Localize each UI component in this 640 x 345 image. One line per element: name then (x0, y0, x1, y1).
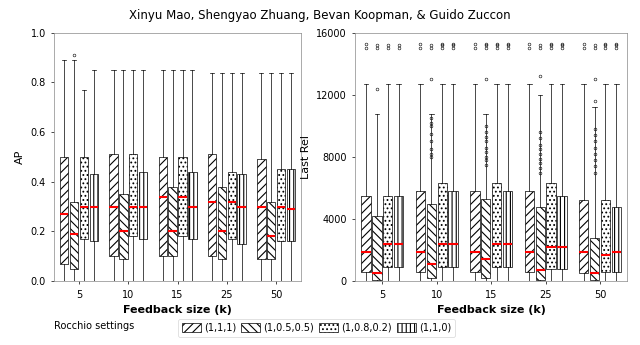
Text: Rocchio settings: Rocchio settings (54, 321, 134, 331)
PathPatch shape (119, 194, 127, 259)
PathPatch shape (159, 157, 167, 256)
PathPatch shape (228, 172, 236, 239)
PathPatch shape (60, 157, 68, 264)
PathPatch shape (601, 200, 610, 272)
PathPatch shape (470, 191, 479, 272)
PathPatch shape (277, 169, 285, 242)
PathPatch shape (536, 207, 545, 279)
PathPatch shape (129, 155, 138, 236)
PathPatch shape (257, 159, 266, 259)
PathPatch shape (481, 199, 490, 278)
PathPatch shape (427, 204, 436, 278)
Y-axis label: Last Rel: Last Rel (301, 135, 310, 179)
PathPatch shape (208, 155, 216, 256)
PathPatch shape (449, 191, 458, 267)
PathPatch shape (394, 196, 403, 267)
PathPatch shape (90, 174, 98, 241)
PathPatch shape (557, 196, 566, 269)
PathPatch shape (168, 187, 177, 256)
PathPatch shape (188, 172, 196, 239)
PathPatch shape (525, 191, 534, 272)
PathPatch shape (612, 207, 621, 272)
PathPatch shape (237, 174, 246, 244)
PathPatch shape (492, 183, 501, 267)
PathPatch shape (579, 200, 588, 273)
Y-axis label: AP: AP (15, 150, 25, 164)
PathPatch shape (547, 183, 556, 269)
PathPatch shape (503, 191, 512, 267)
PathPatch shape (416, 191, 425, 272)
PathPatch shape (179, 157, 187, 236)
Legend: (1,1,1), (1,0.5,0.5), (1,0.8,0.2), (1,1,0): (1,1,1), (1,0.5,0.5), (1,0.8,0.2), (1,1,… (178, 319, 455, 337)
PathPatch shape (70, 202, 78, 269)
PathPatch shape (383, 196, 392, 267)
PathPatch shape (362, 196, 371, 272)
PathPatch shape (287, 169, 295, 242)
PathPatch shape (80, 157, 88, 239)
PathPatch shape (139, 172, 147, 239)
X-axis label: Feedback size (k): Feedback size (k) (436, 305, 546, 315)
PathPatch shape (590, 238, 599, 280)
X-axis label: Feedback size (k): Feedback size (k) (123, 305, 232, 315)
PathPatch shape (372, 216, 381, 279)
PathPatch shape (438, 183, 447, 267)
PathPatch shape (267, 202, 275, 259)
PathPatch shape (218, 187, 226, 259)
Text: Xinyu Mao, Shengyao Zhuang, Bevan Koopman, & Guido Zuccon: Xinyu Mao, Shengyao Zhuang, Bevan Koopma… (129, 9, 511, 22)
PathPatch shape (109, 155, 118, 256)
